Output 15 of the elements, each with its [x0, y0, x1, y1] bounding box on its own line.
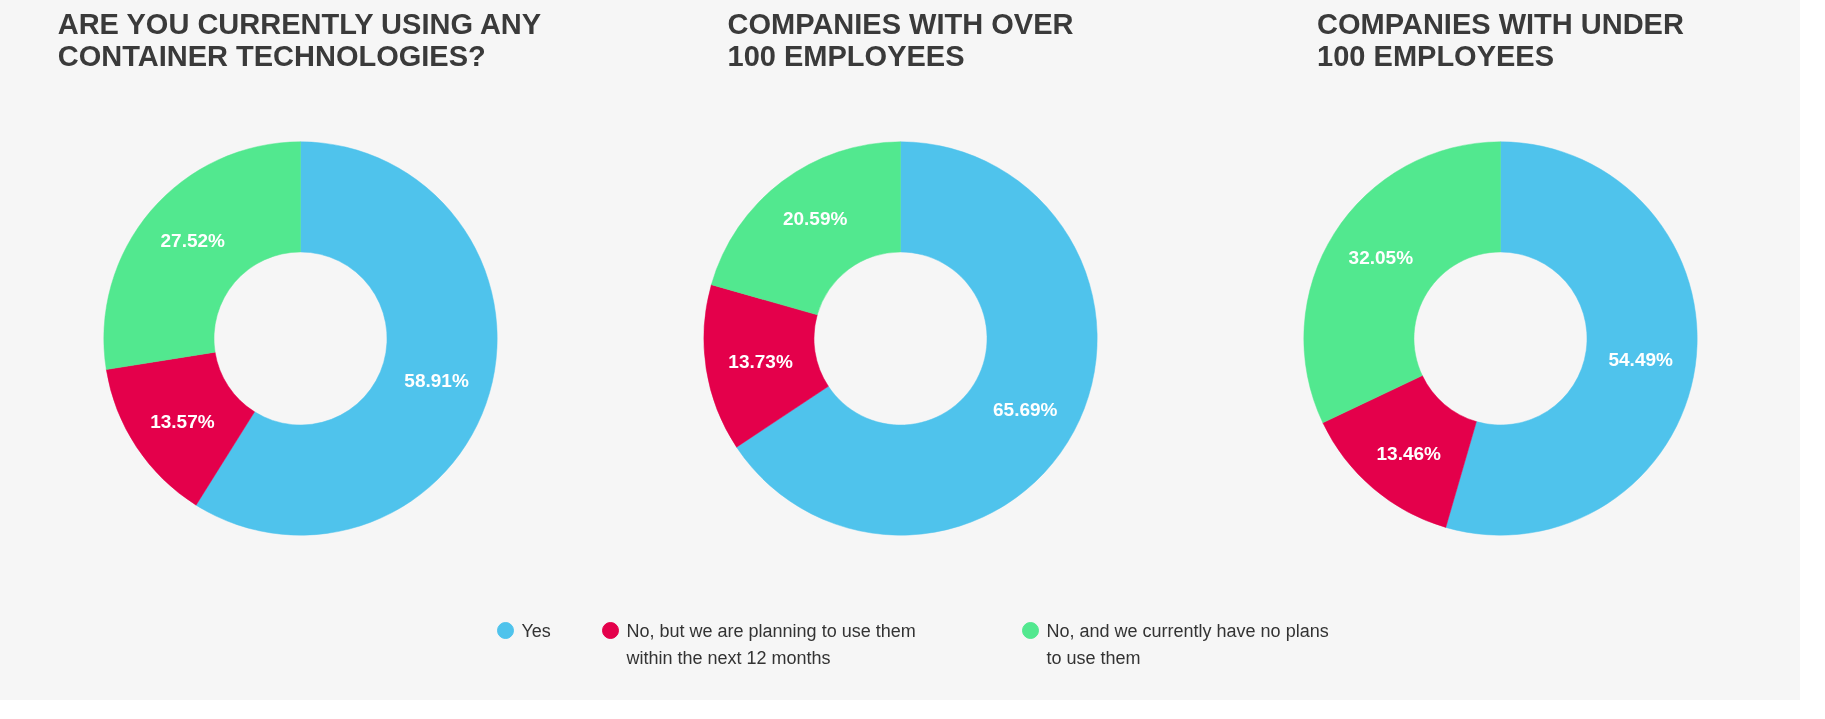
data-label: 32.05%	[1348, 247, 1414, 269]
data-label: 54.49%	[1608, 349, 1674, 371]
data-label: 13.73%	[728, 351, 793, 373]
data-label: 20.59%	[782, 207, 848, 229]
data-label: 65.69%	[993, 399, 1058, 421]
legend-label: No, and we currently have no plans to use them	[1046, 620, 1329, 668]
chart-title: COMPANIES WITH UNDER 100 EMPLOYEES	[1317, 7, 1684, 72]
data-label: 13.57%	[150, 411, 215, 433]
chart-title: ARE YOU CURRENTLY USING ANY CONTAINER TECHNOLOGIES?	[57, 7, 542, 72]
data-label: 58.91%	[404, 369, 469, 391]
data-label: 13.46%	[1376, 442, 1442, 464]
data-label: 27.52%	[160, 230, 226, 252]
legend-label: Yes	[521, 620, 551, 641]
chart-title: COMPANIES WITH OVER 100 EMPLOYEES	[727, 7, 1074, 72]
legend-label: No, but we are planning to use them within the next 12 months	[625, 620, 916, 668]
